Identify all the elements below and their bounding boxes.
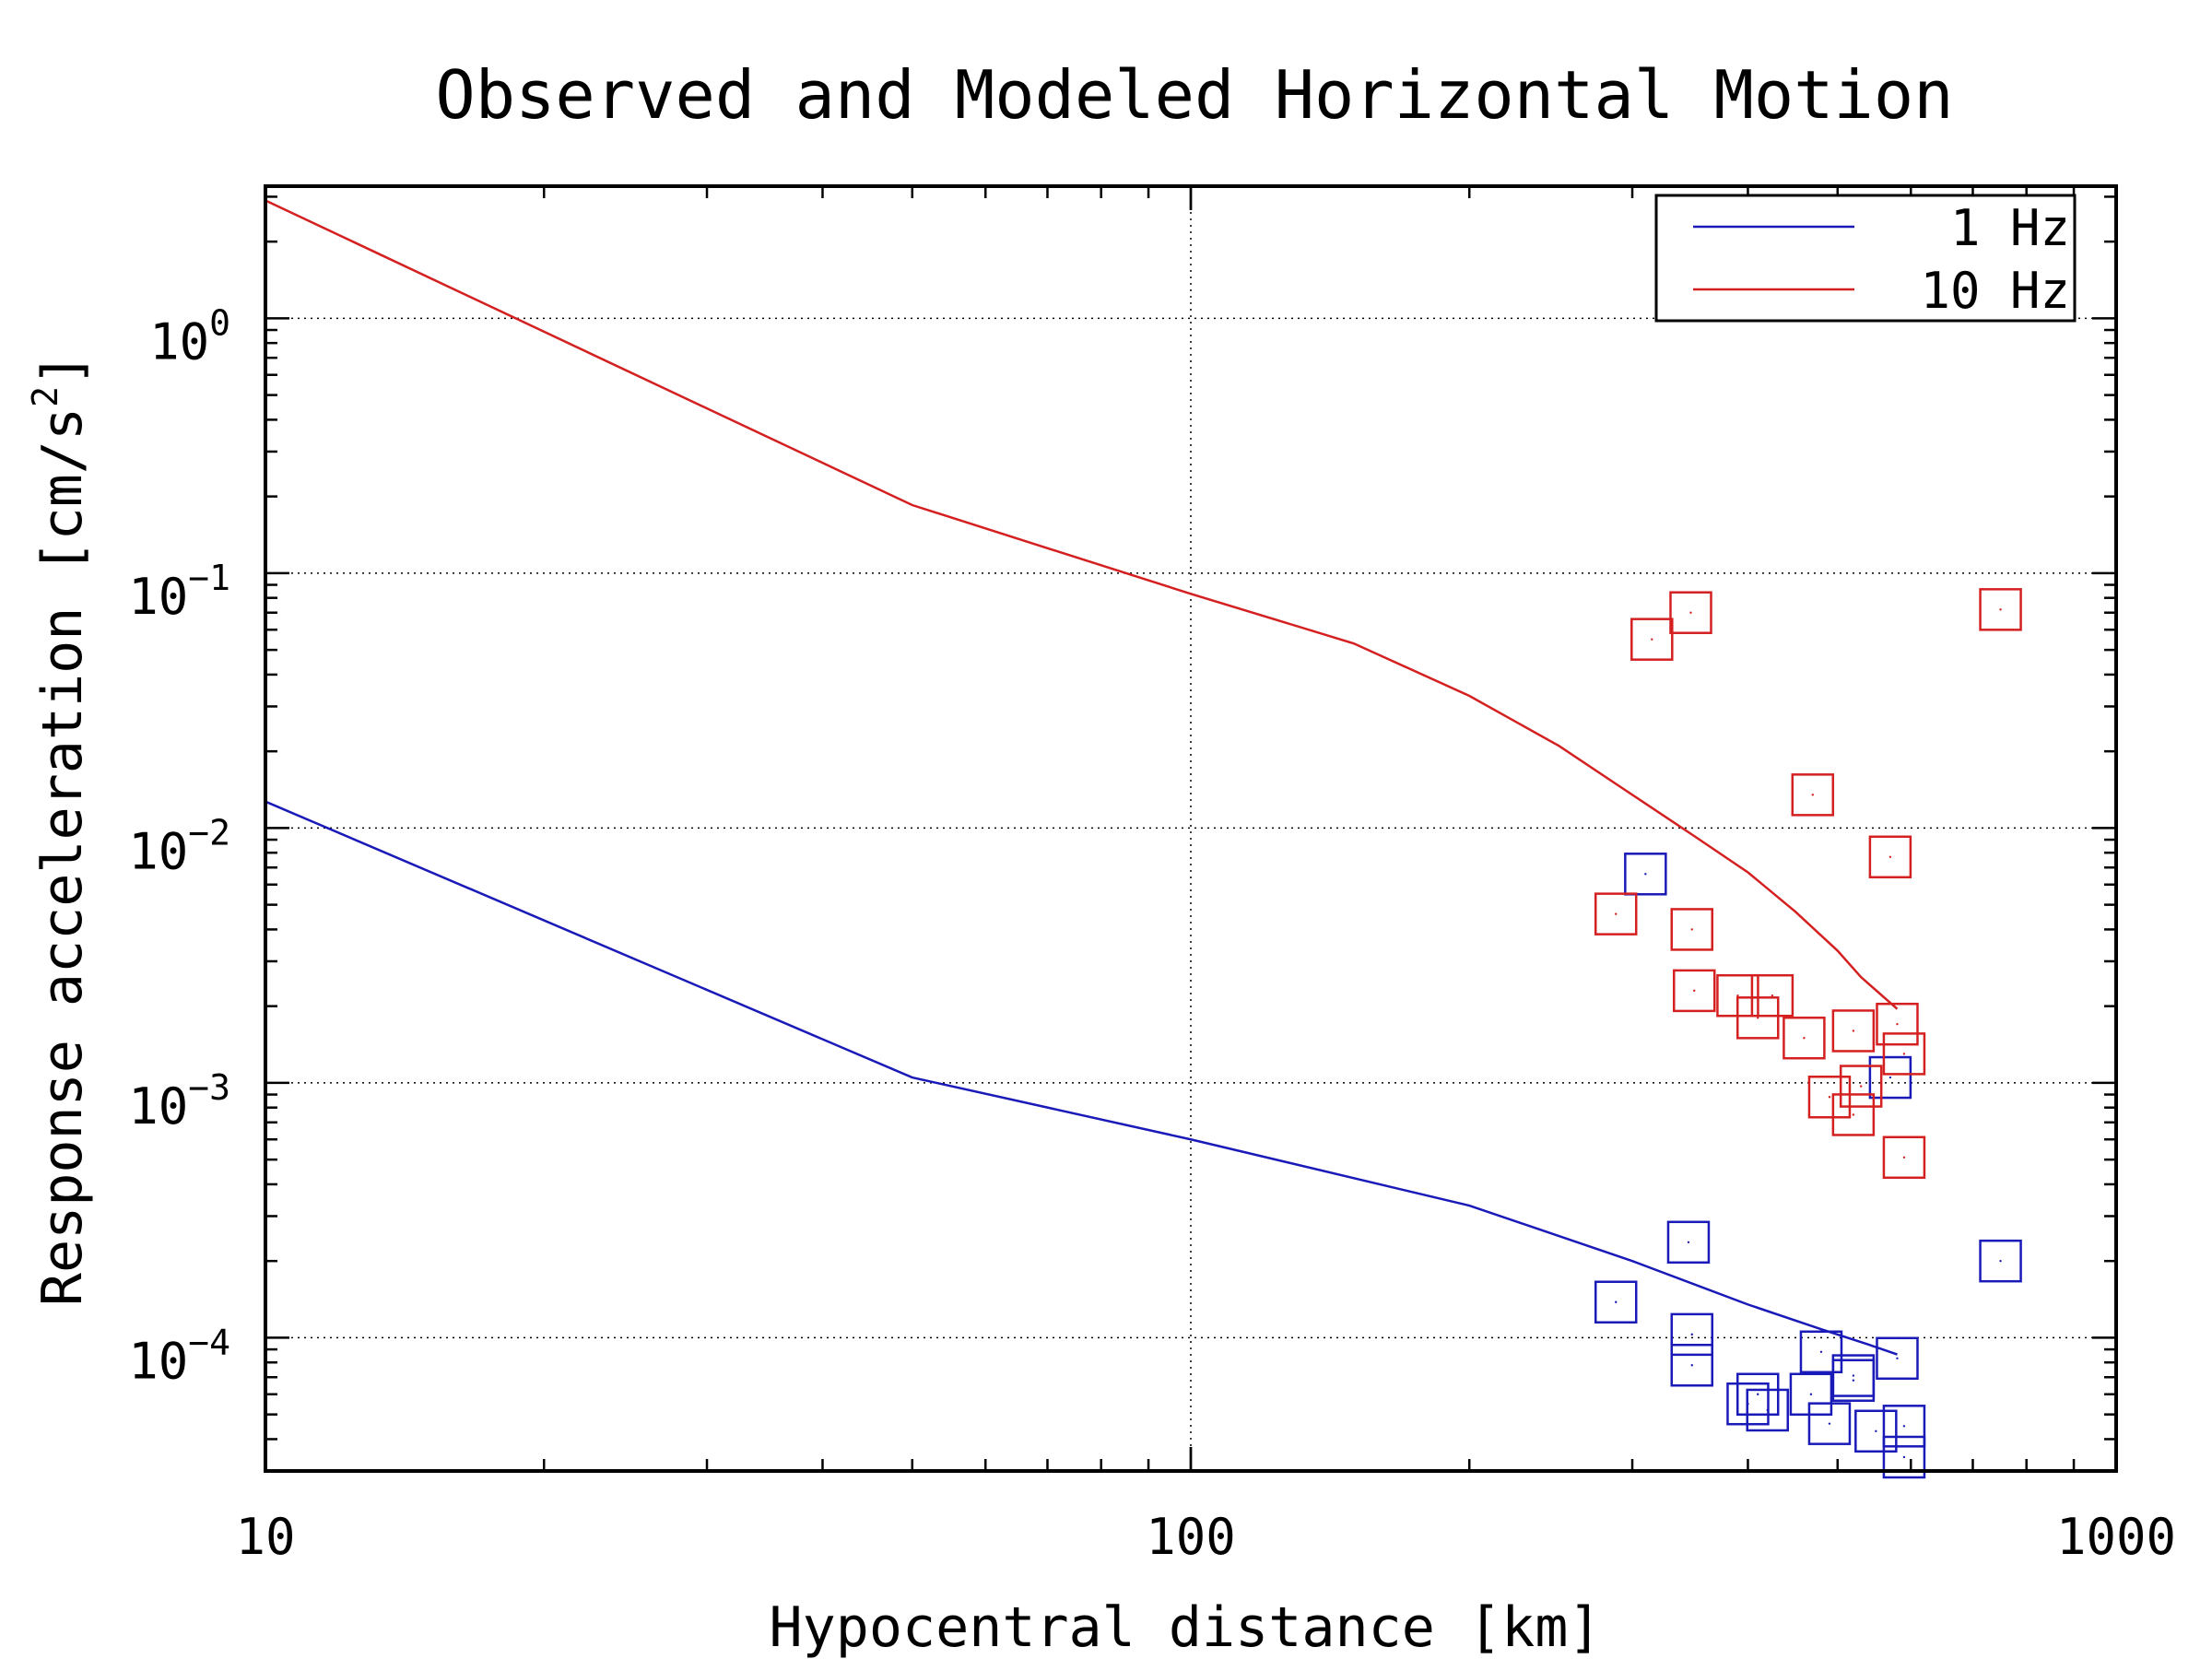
y-tick-label: 10−1	[128, 558, 230, 626]
observed-point-1hz	[1876, 1336, 1919, 1381]
observed-point-center-1hz	[1690, 1364, 1693, 1367]
observed-point-1hz	[1746, 1388, 1789, 1432]
grid-layer	[265, 186, 2116, 1471]
y-axis-label-superscript: 2	[25, 386, 65, 407]
x-tick-label: 10	[235, 1508, 295, 1566]
observed-point-center-10hz	[1902, 1053, 1906, 1055]
chart-title: Observed and Modeled Horizontal Motion	[435, 56, 1953, 134]
observed-point-center-1hz	[1888, 1076, 1892, 1079]
observed-markers	[1594, 588, 2022, 1479]
observed-point-10hz	[1839, 1065, 1883, 1108]
observed-point-center-1hz	[1902, 1455, 1906, 1459]
observed-point-10hz	[1979, 588, 2022, 631]
observed-point-1hz	[1670, 1312, 1713, 1357]
legend: 1 Hz 10 Hz	[1654, 194, 2077, 323]
observed-point-center-10hz	[1615, 912, 1618, 915]
legend-label-1hz: 1 Hz	[1950, 199, 2070, 257]
observed-point-center-10hz	[1811, 794, 1814, 796]
legend-box	[1654, 194, 2077, 323]
observed-point-center-1hz	[1687, 1241, 1690, 1243]
observed-point-10hz	[1807, 1076, 1852, 1119]
observed-point-10hz	[1735, 996, 1780, 1040]
observed-point-10hz	[1672, 969, 1716, 1013]
x-axis-label: Hypocentral distance [km]	[769, 1595, 1601, 1659]
y-tick-label: 10−3	[128, 1067, 230, 1135]
observed-point-1hz	[1882, 1435, 1926, 1479]
observed-point-10hz	[1750, 973, 1794, 1018]
observed-point-center-10hz	[1690, 928, 1693, 931]
observed-point-center-1hz	[1615, 1300, 1618, 1303]
observed-point-center-10hz	[1651, 638, 1653, 641]
observed-point-center-1hz	[1828, 1422, 1831, 1425]
observed-point-center-1hz	[1875, 1430, 1877, 1432]
observed-point-center-1hz	[1766, 1408, 1769, 1412]
observed-point-center-10hz	[1852, 1030, 1855, 1032]
observed-point-center-10hz	[1693, 989, 1696, 993]
x-tick-label: 1000	[2056, 1508, 2176, 1566]
observed-point-10hz	[1831, 1093, 1876, 1136]
observed-point-1hz	[1624, 853, 1667, 896]
observed-point-center-10hz	[1902, 1156, 1906, 1159]
observed-point-10hz	[1783, 1016, 1826, 1060]
observed-point-center-10hz	[1896, 1022, 1899, 1026]
observed-point-10hz	[1876, 1002, 1919, 1046]
observed-point-center-1hz	[1852, 1374, 1855, 1377]
y-axis-label: Response acceleration [cm/s2]	[25, 353, 95, 1306]
model-line-1hz	[265, 800, 1898, 1356]
observed-point-1hz	[1789, 1372, 1833, 1417]
model-lines	[265, 199, 1899, 1356]
observed-point-1hz	[1979, 1239, 2022, 1283]
observed-point-1hz	[1882, 1405, 1926, 1448]
y-tick-labels: 100 10−1 10−2 10−3 10−4	[128, 302, 230, 1390]
observed-point-1hz	[1594, 1280, 1638, 1324]
observed-point-center-1hz	[1690, 1333, 1693, 1336]
y-axis-label-end: ]	[30, 353, 95, 386]
observed-point-center-1hz	[1999, 1259, 2002, 1263]
observed-point-10hz	[1670, 908, 1713, 951]
observed-point-1hz	[1735, 1372, 1780, 1417]
tick-marks	[264, 186, 2118, 1473]
observed-point-10hz	[1630, 618, 1674, 661]
observed-point-center-1hz	[1896, 1357, 1899, 1359]
observed-point-center-10hz	[1736, 994, 1739, 997]
observed-point-center-10hz	[1999, 608, 2002, 611]
y-tick-label: 100	[149, 302, 230, 371]
observed-point-1hz	[1868, 1055, 1912, 1100]
observed-point-center-10hz	[1689, 611, 1692, 614]
y-tick-label: 10−4	[128, 1322, 230, 1390]
observed-point-1hz	[1807, 1402, 1852, 1445]
model-line-10hz	[265, 199, 1899, 1010]
observed-point-1hz	[1799, 1330, 1843, 1374]
observed-point-center-1hz	[1644, 873, 1647, 876]
legend-label-10hz: 10 Hz	[1920, 262, 2070, 320]
observed-point-1hz	[1854, 1409, 1898, 1453]
observed-point-10hz	[1669, 591, 1712, 634]
observed-point-10hz	[1594, 892, 1638, 935]
observed-point-1hz	[1831, 1359, 1876, 1402]
observed-point-10hz	[1831, 1009, 1876, 1053]
observed-point-10hz	[1791, 773, 1835, 817]
observed-point-10hz	[1882, 1032, 1926, 1076]
observed-point-center-10hz	[1771, 994, 1774, 997]
x-tick-labels: 10 100 1000	[235, 1508, 2176, 1566]
observed-point-10hz	[1868, 835, 1912, 879]
observed-point-center-1hz	[1852, 1379, 1855, 1382]
observed-point-center-10hz	[1757, 1017, 1759, 1019]
observed-point-1hz	[1666, 1220, 1711, 1265]
observed-point-center-1hz	[1809, 1393, 1813, 1395]
observed-point-center-10hz	[1803, 1037, 1806, 1040]
y-axis-label-main: Response acceleration [cm/s	[30, 407, 95, 1306]
y-tick-label: 10−2	[128, 812, 230, 880]
observed-point-center-1hz	[1757, 1393, 1759, 1395]
observed-point-center-10hz	[1859, 1085, 1863, 1088]
observed-point-1hz	[1670, 1344, 1713, 1387]
x-tick-label: 100	[1146, 1508, 1236, 1566]
observed-point-center-1hz	[1902, 1425, 1906, 1428]
observed-point-10hz	[1882, 1135, 1926, 1180]
observed-point-center-10hz	[1828, 1096, 1831, 1099]
observed-point-center-10hz	[1888, 855, 1892, 858]
observed-point-center-10hz	[1852, 1113, 1855, 1116]
observed-point-center-1hz	[1819, 1350, 1823, 1353]
